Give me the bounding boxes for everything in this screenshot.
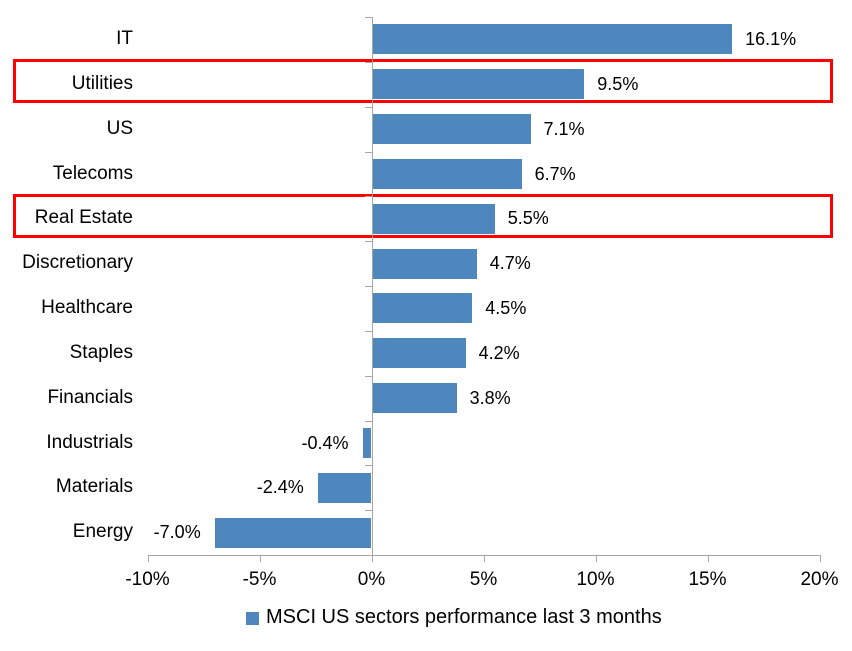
bar-us [371,114,531,145]
bar-materials [317,472,372,503]
bar-it [371,24,733,55]
category-label-energy: Energy [72,521,133,543]
value-axis-label-0: -10% [125,569,170,590]
value-label-financials: 3.8% [469,387,511,408]
value-label-utilities: 9.5% [597,73,639,94]
category-label-discretionary: Discretionary [22,252,133,274]
category-label-industrials: Industrials [46,431,133,453]
value-label-healthcare: 4.5% [485,298,527,318]
category-axis-tick [364,61,372,63]
legend: MSCI US sectors performance last 3 month… [246,606,662,629]
bar-telecoms [371,158,522,189]
category-axis-tick [364,465,372,467]
value-label-telecoms: 6.7% [534,163,576,184]
value-axis-label-4: 10% [576,569,615,590]
value-axis-label-3: 5% [469,569,498,590]
value-axis-label-5: 15% [688,569,727,590]
value-axis-label-1: -5% [242,569,277,590]
bar-healthcare [371,293,473,324]
bar-utilities [371,69,585,100]
bar-financials [371,383,457,414]
value-axis-label-6: 20% [800,569,839,590]
highlight-box-utilities [13,59,833,104]
value-axis-tick [483,555,485,562]
category-axis-tick [364,510,372,512]
category-axis-tick [364,196,372,198]
value-label-energy: -7.0% [153,522,201,543]
category-axis-line [371,17,373,555]
category-axis-tick [364,151,372,153]
category-label-it: IT [116,28,133,49]
category-axis-tick [364,17,372,18]
category-axis-tick [364,375,372,377]
category-axis-tick [364,241,372,243]
bar-real-estate [371,203,495,234]
bar-energy [214,517,372,548]
value-axis-tick [147,555,149,562]
bar-industrials [362,427,372,458]
value-label-it: 16.1% [745,29,797,49]
value-axis-tick [819,555,821,562]
bar-discretionary [371,248,477,279]
category-label-us: US [106,117,133,139]
value-axis-tick [371,555,373,562]
category-axis-tick [364,420,372,422]
category-label-utilities: Utilities [71,72,133,94]
value-axis-tick [595,555,597,562]
value-label-materials: -2.4% [256,477,304,498]
category-axis-tick [364,330,372,332]
category-label-healthcare: Healthcare [41,297,133,318]
value-axis-tick [707,555,709,562]
category-label-staples: Staples [69,341,133,363]
highlight-box-real-estate [13,193,833,238]
value-label-industrials: -0.4% [301,432,349,453]
legend-marker-icon [246,612,259,625]
category-axis-tick [364,106,372,108]
category-label-materials: Materials [55,476,133,498]
legend-label: MSCI US sectors performance last 3 month… [266,606,662,628]
value-label-us: 7.1% [543,118,585,139]
bar-staples [371,338,466,369]
category-label-financials: Financials [47,386,133,408]
category-label-real-estate: Real Estate [34,207,133,229]
category-axis-tick [364,286,372,287]
value-label-real-estate: 5.5% [507,208,549,229]
category-label-telecoms: Telecoms [52,162,133,184]
value-axis-label-2: 0% [357,569,386,590]
value-axis-tick [259,555,261,562]
value-label-staples: 4.2% [478,342,520,363]
value-label-discretionary: 4.7% [489,253,531,274]
